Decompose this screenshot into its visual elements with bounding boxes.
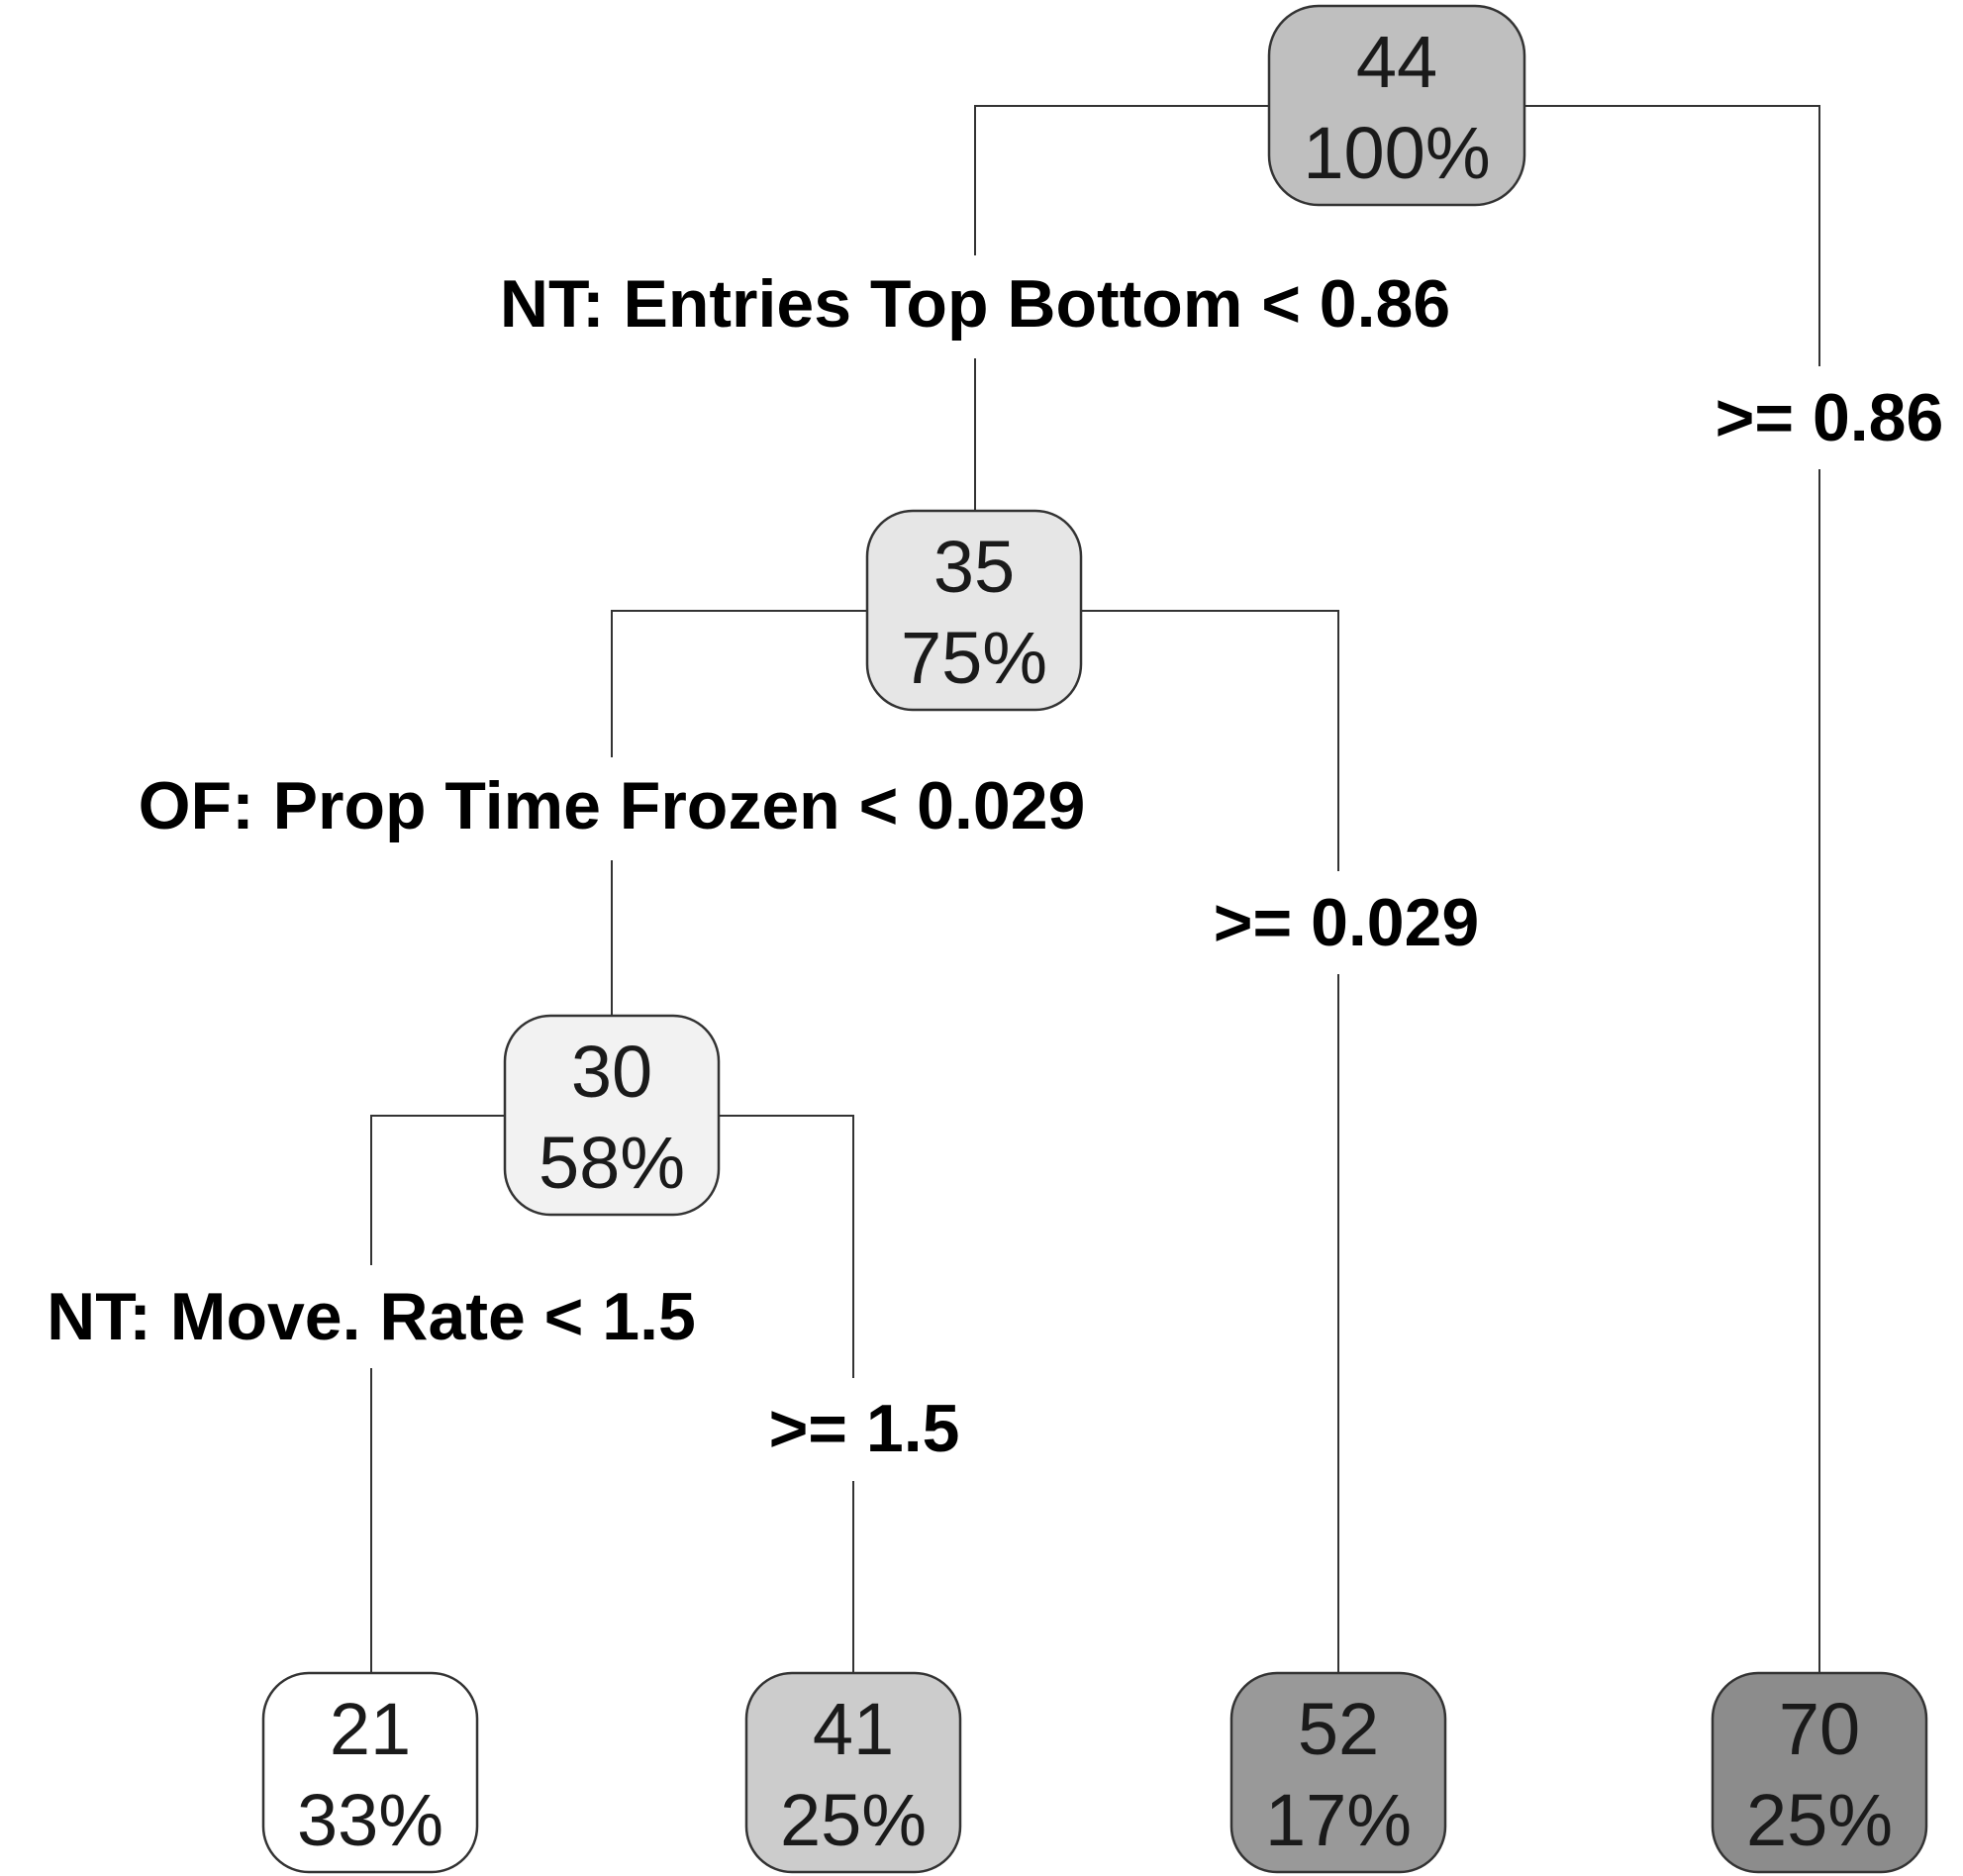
node-35: 35 75% <box>865 509 1083 712</box>
split-labels: NT: Entries Top Bottom < 0.86 >= 0.86 OF… <box>0 255 1963 1481</box>
node-value: 52 <box>1298 1688 1379 1770</box>
node-percent: 100% <box>1303 112 1490 194</box>
node-percent: 33% <box>297 1779 443 1861</box>
node-percent: 25% <box>1746 1779 1893 1861</box>
edge-n30-left <box>370 1115 505 1673</box>
node-value: 30 <box>571 1031 652 1113</box>
node-percent: 17% <box>1265 1779 1412 1861</box>
edge-n35-right <box>1081 610 1339 1673</box>
node-percent: 75% <box>901 617 1047 699</box>
node-value: 41 <box>813 1688 894 1770</box>
split-label-root-left: NT: Entries Top Bottom < 0.86 <box>500 266 1450 342</box>
leaf-node-21: 21 33% <box>261 1671 479 1874</box>
node-value: 44 <box>1356 21 1437 103</box>
node-box <box>1267 4 1526 207</box>
tree-edges <box>370 105 1820 1673</box>
node-box <box>744 1671 962 1874</box>
node-value: 35 <box>933 526 1015 608</box>
edge-n35-left <box>611 610 867 1020</box>
split-label-n30-right: >= 1.5 <box>769 1391 960 1466</box>
split-label-n35-left: OF: Prop Time Frozen < 0.029 <box>139 768 1086 843</box>
split-label-root-right: >= 0.86 <box>1716 380 1944 455</box>
split-label-n35-right: >= 0.029 <box>1214 885 1479 960</box>
node-box <box>1711 1671 1928 1874</box>
split-label-n30-left: NT: Move. Rate < 1.5 <box>47 1279 696 1354</box>
node-box <box>865 509 1083 712</box>
node-value: 21 <box>330 1688 411 1770</box>
node-percent: 25% <box>780 1779 927 1861</box>
edge-root-right <box>1524 105 1820 1673</box>
leaf-node-70: 70 25% <box>1711 1671 1928 1874</box>
edge-n30-right <box>719 1115 854 1673</box>
node-value: 70 <box>1779 1688 1860 1770</box>
node-box <box>1229 1671 1447 1874</box>
node-root: 44 100% <box>1267 4 1526 207</box>
node-percent: 58% <box>539 1122 685 1204</box>
node-30: 30 58% <box>503 1014 721 1217</box>
node-box <box>503 1014 721 1217</box>
tree-nodes: 44 100% 35 75% 30 58% 21 33% 41 25% <box>261 4 1928 1874</box>
node-box <box>261 1671 479 1874</box>
leaf-node-52: 52 17% <box>1229 1671 1447 1874</box>
leaf-node-41: 41 25% <box>744 1671 962 1874</box>
edge-root-left <box>974 105 1269 515</box>
